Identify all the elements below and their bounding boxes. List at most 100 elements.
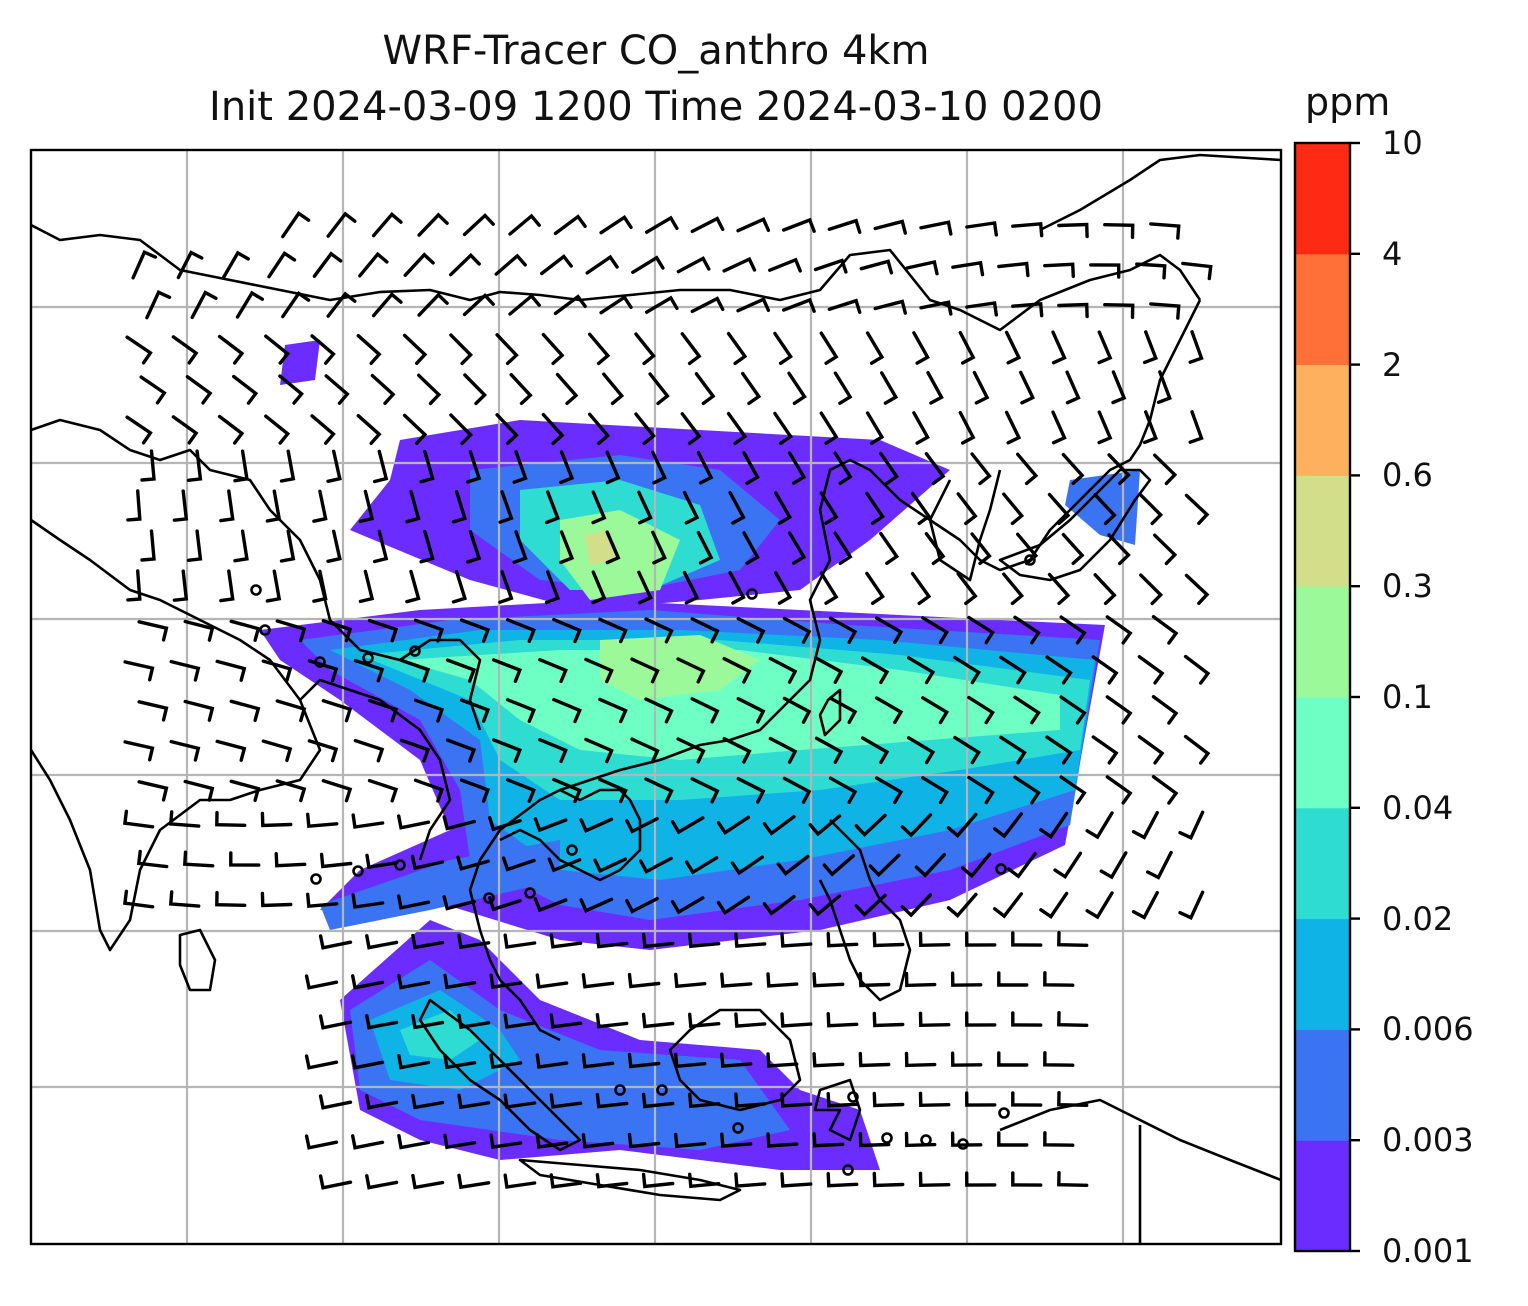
wind-barb [1149, 302, 1181, 320]
wind-barb [999, 655, 1027, 685]
wind-barb [123, 889, 155, 909]
wind-barb [1011, 1091, 1043, 1107]
wind-barb [722, 657, 752, 684]
wind-barb [137, 780, 169, 802]
wind-barb [965, 931, 997, 947]
wind-barb [865, 331, 885, 365]
wind-barb [956, 492, 978, 526]
wind-barb [627, 972, 661, 989]
wind-barb [827, 298, 862, 314]
colorbar-segment [1295, 1029, 1350, 1141]
wind-barb [356, 334, 382, 365]
wind-barb [512, 450, 528, 484]
wind-barb [921, 776, 950, 805]
wind-barb [900, 893, 933, 918]
wind-barb [742, 531, 760, 565]
wind-barb [688, 1012, 721, 1029]
wind-barb [581, 1133, 615, 1149]
wind-barb [495, 413, 519, 446]
wind-barb [630, 657, 660, 684]
wind-barb [321, 699, 353, 723]
wind-barb [637, 570, 653, 605]
wind-barb [419, 529, 435, 564]
wind-barb [828, 616, 858, 644]
colorbar-tick-label: 0.6 [1382, 456, 1433, 495]
wind-barb [229, 851, 261, 867]
colorbar-tick-label: 2 [1382, 345, 1403, 384]
wind-barb [168, 810, 201, 828]
wind-barb [488, 816, 522, 832]
wind-barb [370, 373, 396, 405]
wind-barb [1097, 330, 1113, 365]
wind-barb [581, 1053, 615, 1069]
wind-barb [1099, 851, 1128, 880]
wind-barb [353, 738, 385, 763]
wind-barb [774, 571, 793, 605]
wind-barb [137, 620, 169, 642]
calm-marker [732, 1122, 744, 1134]
wind-barb [813, 258, 848, 274]
wind-barb [397, 1054, 431, 1070]
wind-barb [865, 571, 885, 605]
wind-barb [958, 410, 976, 445]
wind-barb [1093, 573, 1117, 606]
wind-barb [140, 449, 156, 482]
calm-marker [881, 1132, 893, 1144]
coast-taiwan [818, 688, 842, 737]
wind-barb [634, 332, 656, 366]
wind-barb [637, 490, 653, 525]
wind-barb [720, 1132, 753, 1148]
wind-barb [651, 450, 667, 485]
west-patch [280, 340, 320, 385]
coast-sulawesi [813, 1078, 862, 1142]
wind-barb [1091, 655, 1119, 685]
wind-barb [1178, 890, 1205, 920]
wind-barb [547, 857, 582, 873]
wind-barb [506, 698, 537, 723]
wind-barb [509, 373, 533, 406]
wind-barb [970, 532, 992, 566]
wind-barb [680, 332, 702, 366]
wind-barb [858, 971, 891, 988]
wind-barb [782, 297, 816, 313]
wind-barb [591, 490, 607, 525]
wind-barb [508, 213, 541, 236]
wind-barb [880, 371, 899, 405]
wind-barb [1047, 572, 1071, 606]
wind-barb [688, 932, 721, 949]
wind-barb [736, 697, 766, 724]
wind-barb [544, 570, 560, 605]
wind-barb [265, 489, 282, 523]
wind-barb [1043, 971, 1075, 987]
wind-barb [865, 411, 885, 445]
wind-barb [599, 294, 633, 315]
wind-barb [993, 812, 1023, 839]
wind-barb [1011, 1171, 1043, 1187]
colorbar-tick-label: 0.006 [1382, 1010, 1474, 1049]
wind-barb [1004, 330, 1022, 365]
wind-barb [910, 571, 932, 606]
wind-barb [319, 852, 353, 869]
coast-bangladesh [299, 678, 452, 861]
colorbar-segment [1295, 807, 1350, 920]
wind-barb [736, 297, 771, 313]
wind-barb [598, 697, 628, 724]
wind-barb [498, 490, 514, 524]
wind-barb [780, 932, 813, 948]
wind-barb [1057, 302, 1089, 319]
wind-barb [674, 972, 707, 989]
map-frame [29, 148, 1283, 1246]
wind-barb [879, 451, 900, 485]
wind-barb [950, 1051, 983, 1067]
wind-barb [260, 811, 293, 828]
wind-barb [997, 261, 1030, 278]
wind-barb [1013, 695, 1041, 725]
wind-barb [549, 1173, 583, 1189]
calm-marker [566, 844, 578, 856]
wind-barb [690, 296, 725, 314]
wind-barb [826, 932, 859, 948]
wind-barb [279, 449, 296, 483]
wind-barb [833, 531, 853, 565]
wind-barb [581, 973, 615, 989]
wind-barb [459, 778, 491, 803]
